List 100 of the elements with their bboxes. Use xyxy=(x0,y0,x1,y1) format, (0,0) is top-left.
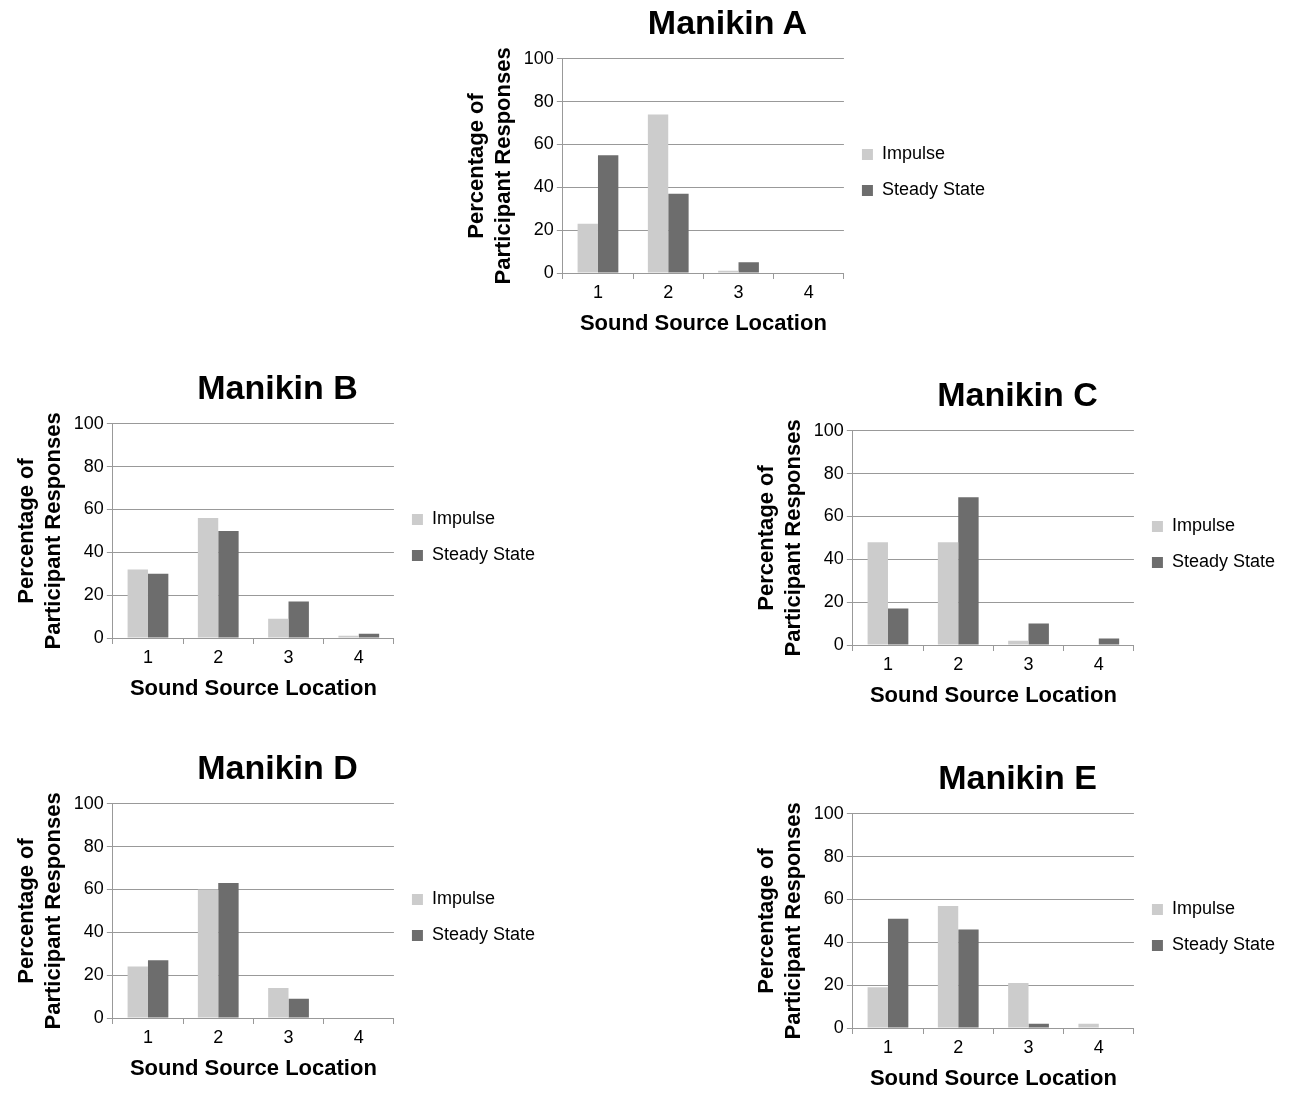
legend-label: Impulse xyxy=(1171,898,1235,919)
bar xyxy=(197,518,219,638)
bar xyxy=(668,193,689,273)
legend-label: Impulse xyxy=(431,508,495,529)
x-tick-label: 1 xyxy=(142,1026,153,1047)
y-tick-label: 0 xyxy=(833,1016,844,1037)
y-tick-label: 40 xyxy=(83,921,104,942)
y-tick-label: 100 xyxy=(73,412,104,433)
chart-title: Manikin D xyxy=(197,747,358,786)
legend-label: Steady State xyxy=(1171,551,1276,572)
y-axis-title: Percentage of Participant Responses xyxy=(463,47,515,285)
bar xyxy=(218,530,239,638)
x-tick-label: 1 xyxy=(592,281,603,302)
x-tick-label: 1 xyxy=(882,1036,893,1057)
bar xyxy=(738,262,759,273)
x-axis-title: Sound Source Location xyxy=(579,309,827,335)
y-tick-label: 0 xyxy=(93,626,104,647)
y-tick-label: 40 xyxy=(83,541,104,562)
x-axis-title: Sound Source Location xyxy=(129,1054,377,1080)
legend-label: Steady State xyxy=(1171,934,1276,955)
bar xyxy=(358,633,380,638)
bar xyxy=(647,114,669,273)
bar xyxy=(268,988,289,1018)
y-tick-label: 20 xyxy=(83,964,104,985)
chart-title: Manikin C xyxy=(937,374,1098,413)
bar xyxy=(288,998,309,1018)
legend-label: Impulse xyxy=(881,143,945,164)
bar xyxy=(218,883,239,1018)
x-tick-label: 4 xyxy=(1093,653,1104,674)
bar xyxy=(958,929,979,1028)
legend-label: Impulse xyxy=(431,888,495,909)
y-tick-label: 60 xyxy=(533,133,554,154)
bar xyxy=(1098,638,1120,645)
bar xyxy=(867,987,888,1028)
y-axis-title: Percentage of Participant Responses xyxy=(13,412,65,650)
y-tick-label: 80 xyxy=(823,462,844,483)
bar xyxy=(597,155,619,273)
legend-label: Impulse xyxy=(1171,515,1235,536)
y-tick-label: 100 xyxy=(523,47,554,68)
bar xyxy=(147,573,169,638)
bar xyxy=(127,966,148,1018)
x-axis-title: Sound Source Location xyxy=(869,1064,1117,1090)
y-tick-label: 100 xyxy=(813,419,844,440)
bar xyxy=(937,542,959,645)
y-tick-label: 60 xyxy=(823,505,844,526)
x-tick-label: 4 xyxy=(803,281,814,302)
bar xyxy=(887,608,909,645)
x-tick-label: 2 xyxy=(213,1026,224,1047)
x-axis-title: Sound Source Location xyxy=(129,674,377,700)
y-tick-label: 20 xyxy=(533,219,554,240)
x-tick-label: 1 xyxy=(882,653,893,674)
y-tick-label: 60 xyxy=(823,888,844,909)
y-tick-label: 80 xyxy=(823,845,844,866)
bar xyxy=(887,918,909,1028)
bar xyxy=(1078,1023,1099,1028)
x-tick-label: 3 xyxy=(1023,653,1034,674)
x-tick-label: 2 xyxy=(213,646,224,667)
x-tick-label: 2 xyxy=(953,653,964,674)
bar xyxy=(1028,1023,1049,1028)
bar xyxy=(127,569,148,638)
chart-title: Manikin B xyxy=(197,367,358,406)
y-tick-label: 80 xyxy=(83,835,104,856)
y-tick-label: 0 xyxy=(833,633,844,654)
bar xyxy=(577,223,598,273)
x-tick-label: 3 xyxy=(1023,1036,1034,1057)
bar xyxy=(268,618,289,638)
y-tick-label: 100 xyxy=(813,802,844,823)
x-tick-label: 2 xyxy=(663,281,674,302)
y-tick-label: 60 xyxy=(83,498,104,519)
y-tick-label: 20 xyxy=(83,584,104,605)
y-tick-label: 80 xyxy=(83,455,104,476)
x-tick-label: 4 xyxy=(1093,1036,1104,1057)
bar xyxy=(1028,623,1049,645)
legend-label: Steady State xyxy=(431,924,536,945)
y-tick-label: 80 xyxy=(533,90,554,111)
bar xyxy=(197,889,219,1018)
y-tick-label: 40 xyxy=(823,548,844,569)
bar xyxy=(288,601,309,638)
y-tick-label: 40 xyxy=(823,931,844,952)
y-tick-label: 60 xyxy=(83,878,104,899)
x-tick-label: 4 xyxy=(353,646,364,667)
bar xyxy=(147,960,169,1018)
x-tick-label: 2 xyxy=(953,1036,964,1057)
bar xyxy=(937,905,959,1028)
bar xyxy=(1008,640,1029,645)
x-axis-title: Sound Source Location xyxy=(869,681,1117,707)
legend-label: Steady State xyxy=(881,179,986,200)
x-tick-label: 3 xyxy=(283,1026,294,1047)
y-tick-label: 40 xyxy=(533,176,554,197)
legend-label: Steady State xyxy=(431,544,536,565)
y-tick-label: 0 xyxy=(543,261,554,282)
bar xyxy=(1008,983,1029,1028)
y-axis-title: Percentage of Participant Responses xyxy=(753,419,805,657)
y-tick-label: 20 xyxy=(823,974,844,995)
chart-title: Manikin E xyxy=(938,757,1097,796)
chart-title: Manikin A xyxy=(647,2,808,41)
bar xyxy=(958,497,979,645)
x-tick-label: 1 xyxy=(142,646,153,667)
x-tick-label: 4 xyxy=(353,1026,364,1047)
y-tick-label: 20 xyxy=(823,591,844,612)
